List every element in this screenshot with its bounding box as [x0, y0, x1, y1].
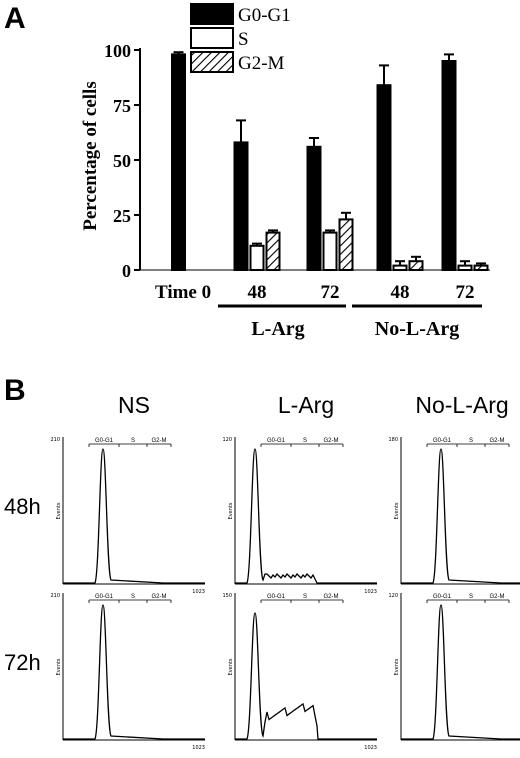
- bar-s-4: [457, 264, 473, 272]
- x-axis-end-label: 1023: [364, 745, 377, 751]
- histogram-trace: [401, 604, 520, 740]
- histogram-trace: [63, 604, 205, 740]
- phase-label: G0-G1: [433, 594, 452, 600]
- column-title: NS: [118, 392, 150, 418]
- y-axis-label: Events: [228, 502, 234, 519]
- legend-label: G2-M: [238, 53, 285, 74]
- y-axis-label: Events: [394, 658, 400, 675]
- phase-label: G2-M: [152, 438, 167, 444]
- group-label: L-Arg: [251, 318, 304, 340]
- y-max-label: 120: [222, 437, 232, 443]
- x-tick-label: 72: [456, 282, 475, 303]
- x-tick-label: Time 0: [155, 282, 211, 303]
- y-axis-label: Events: [228, 658, 234, 675]
- y-max-label: 210: [50, 437, 60, 443]
- y-tick-label: 75: [113, 96, 131, 116]
- bar-g2-m-1: [265, 231, 281, 272]
- y-tick-label: 100: [104, 41, 131, 61]
- bar-chart: Percentage of cells 0 25 50 75 100 Time 0 48 72…: [80, 41, 490, 340]
- histogram-0-0: 210 Events 1023 G0-G1 S G2-M: [50, 437, 205, 595]
- phase-label: G0-G1: [267, 438, 286, 444]
- phase-label: S: [303, 438, 307, 444]
- legend-label: G0-G1: [238, 5, 291, 26]
- y-max-label: 210: [50, 593, 60, 599]
- legend-swatch-g2-m: [190, 51, 234, 73]
- phase-label: G2-M: [490, 594, 505, 600]
- histogram-1-0: 210 Events 1023 G0-G1 S G2-M: [50, 593, 205, 751]
- y-tick-label: 0: [122, 261, 131, 281]
- legend-swatch-g0-g1: [190, 3, 234, 25]
- row-title: 72h: [4, 650, 41, 675]
- panel-label-b: B: [4, 374, 26, 407]
- panel-label-a: A: [4, 2, 26, 35]
- bar-g0-g1-0: [171, 53, 186, 272]
- bar-g2-m-2: [338, 218, 354, 271]
- histogram-grid: NS L-Arg No-L-Arg 48h 72h 210 Events 1023 G0-G1 S…: [4, 392, 520, 751]
- group-label: No-L-Arg: [375, 318, 459, 340]
- histogram-trace: [63, 448, 205, 584]
- bar-s-1: [249, 244, 265, 272]
- bar-g2-m-3: [408, 260, 424, 272]
- phase-label: G2-M: [324, 438, 339, 444]
- bar-g0-g1-4: [441, 60, 457, 271]
- phase-label: G0-G1: [95, 438, 114, 444]
- phase-label: S: [303, 594, 307, 600]
- column-title: L-Arg: [278, 392, 334, 418]
- y-tick-label: 50: [113, 151, 131, 171]
- y-axis-label: Percentage of cells: [80, 81, 101, 230]
- y-tick-label: 25: [113, 206, 131, 226]
- x-axis-end-label: 1023: [192, 745, 205, 751]
- histogram-1-1: 150 Events 1023 G0-G1 S G2-M: [222, 593, 377, 751]
- phase-label: G0-G1: [267, 594, 286, 600]
- bar-s-3: [392, 264, 408, 272]
- x-axis-end-label: 1023: [192, 589, 205, 595]
- phase-label: G0-G1: [433, 438, 452, 444]
- legend-label: S: [238, 29, 249, 50]
- histogram-0-1: 120 Events 1023 G0-G1 S G2-M: [222, 437, 377, 595]
- phase-label: G2-M: [324, 594, 339, 600]
- histogram-trace: [235, 612, 377, 740]
- bar-g0-g1-2: [306, 145, 322, 271]
- x-axis-end-label: 1023: [364, 589, 377, 595]
- bar-g0-g1-3: [376, 84, 392, 271]
- bar-g2-m-4: [473, 264, 489, 272]
- histogram-trace: [235, 448, 377, 584]
- legend-swatch-s: [190, 27, 234, 49]
- bar-g0-g1-1: [233, 141, 249, 271]
- x-tick-label: 72: [321, 282, 340, 303]
- column-title: No-L-Arg: [415, 392, 508, 418]
- row-title: 48h: [4, 494, 41, 519]
- histogram-trace: [401, 448, 520, 584]
- phase-label: G2-M: [152, 594, 167, 600]
- phase-label: G0-G1: [95, 594, 114, 600]
- y-max-label: 150: [222, 593, 232, 599]
- phase-label: S: [131, 438, 135, 444]
- bar-s-2: [322, 231, 338, 272]
- phase-label: S: [469, 594, 473, 600]
- phase-label: G2-M: [490, 438, 505, 444]
- phase-label: S: [131, 594, 135, 600]
- legend: G0-G1 S G2-M: [190, 3, 291, 74]
- x-tick-label: 48: [391, 282, 410, 303]
- phase-label: S: [469, 438, 473, 444]
- y-max-label: 120: [388, 593, 398, 599]
- y-axis-label: Events: [56, 502, 62, 519]
- x-tick-label: 48: [248, 282, 267, 303]
- y-axis-label: Events: [394, 502, 400, 519]
- y-axis-label: Events: [56, 658, 62, 675]
- y-max-label: 180: [388, 437, 398, 443]
